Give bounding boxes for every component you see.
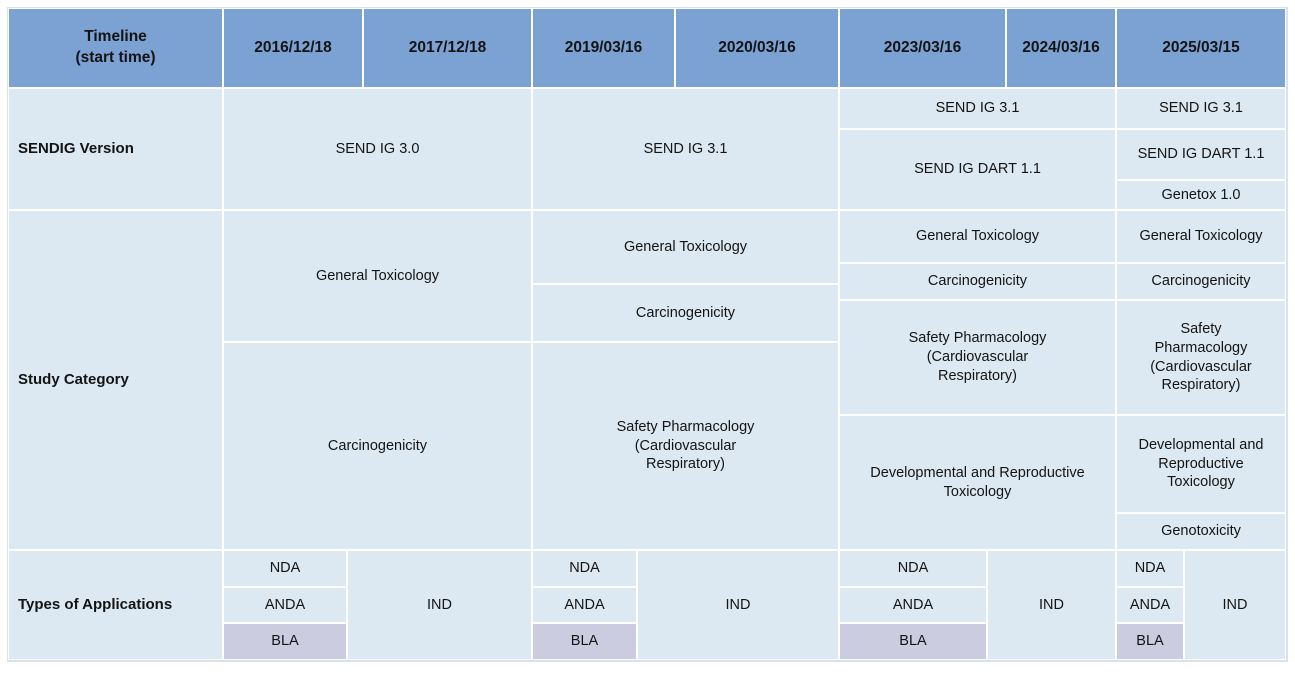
header-date-2024-03-16: 2024/03/16 — [1006, 8, 1116, 88]
cell-app-ind-2024: IND — [987, 550, 1116, 660]
cell-app-ind-2020: IND — [637, 550, 839, 660]
header-date-2016-12-18: 2016/12/18 — [223, 8, 363, 88]
cell-app-ind-2017: IND — [347, 550, 532, 660]
cell-app-bla-2019: BLA — [532, 623, 637, 660]
header-date-2020-03-16: 2020/03/16 — [675, 8, 839, 88]
header-date-2019-03-16: 2019/03/16 — [532, 8, 675, 88]
cell-study-gentox-2016-2017: General Toxicology — [223, 210, 532, 342]
cell-sendig-dart-2023-2024: SEND IG DART 1.1 — [839, 129, 1116, 210]
cell-study-carcin-2023-2024: Carcinogenicity — [839, 263, 1116, 300]
cell-app-bla-2025: BLA — [1116, 623, 1184, 660]
cell-app-nda-2019: NDA — [532, 550, 637, 587]
cell-app-nda-2025: NDA — [1116, 550, 1184, 587]
cell-study-gentox-2025: General Toxicology — [1116, 210, 1286, 263]
header-date-2023-03-16: 2023/03/16 — [839, 8, 1006, 88]
cell-app-anda-2025: ANDA — [1116, 587, 1184, 623]
cell-study-carcin-2019-2020: Carcinogenicity — [532, 284, 839, 342]
cell-study-carcin-2016-2017: Carcinogenicity — [223, 342, 532, 550]
cell-app-ind-2025: IND — [1184, 550, 1286, 660]
header-timeline: Timeline (start time) — [8, 8, 223, 88]
cell-study-dart-2023-2024: Developmental and Reproductive Toxicolog… — [839, 415, 1116, 550]
cell-study-safpharm-2025: Safety Pharmacology (Cardiovascular Resp… — [1116, 300, 1286, 415]
cell-study-gentox-2019-2020: General Toxicology — [532, 210, 839, 284]
cell-app-nda-2016: NDA — [223, 550, 347, 587]
cell-sendig-31-2025: SEND IG 3.1 — [1116, 88, 1286, 129]
cell-sendig-31-2023-2024: SEND IG 3.1 — [839, 88, 1116, 129]
row-label-types-of-applications: Types of Applications — [8, 550, 223, 660]
cell-app-anda-2023: ANDA — [839, 587, 987, 623]
row-label-study-category: Study Category — [8, 210, 223, 550]
cell-app-anda-2016: ANDA — [223, 587, 347, 623]
cell-sendig-31-2019-2020: SEND IG 3.1 — [532, 88, 839, 210]
cell-sendig-dart-2025: SEND IG DART 1.1 — [1116, 129, 1286, 180]
row-label-sendig-version: SENDIG Version — [8, 88, 223, 210]
cell-study-gentox-2023-2024: General Toxicology — [839, 210, 1116, 263]
cell-study-genotox-2025: Genotoxicity — [1116, 513, 1286, 550]
cell-app-anda-2019: ANDA — [532, 587, 637, 623]
cell-sendig-30-2016-2017: SEND IG 3.0 — [223, 88, 532, 210]
cell-sendig-genetox-2025: Genetox 1.0 — [1116, 180, 1286, 210]
cell-app-nda-2023: NDA — [839, 550, 987, 587]
header-date-2017-12-18: 2017/12/18 — [363, 8, 532, 88]
cell-study-safpharm-2023-2024: Safety Pharmacology (Cardiovascular Resp… — [839, 300, 1116, 415]
cell-study-safpharm-2019-2020: Safety Pharmacology (Cardiovascular Resp… — [532, 342, 839, 550]
header-date-2025-03-15: 2025/03/15 — [1116, 8, 1286, 88]
cell-study-dart-2025: Developmental and Reproductive Toxicolog… — [1116, 415, 1286, 513]
cell-app-bla-2023: BLA — [839, 623, 987, 660]
cell-study-carcin-2025: Carcinogenicity — [1116, 263, 1286, 300]
cell-app-bla-2016: BLA — [223, 623, 347, 660]
